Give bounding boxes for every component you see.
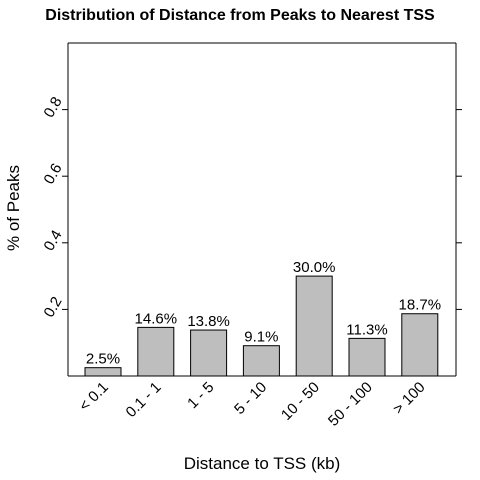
bar [295, 275, 333, 377]
chart-title: Distribution of Distance from Peaks to N… [45, 7, 435, 24]
x-tick-label: 10 - 50 [278, 379, 323, 424]
data-label: 9.1% [244, 329, 278, 346]
y-axis-label: % of Peaks [4, 165, 23, 251]
x-tick-label: 50 - 100 [325, 379, 376, 430]
x-tick-label: > 100 [390, 379, 429, 418]
x-tick-label: 1 - 5 [184, 379, 217, 412]
y-ticks: 0.2 0.4 0.6 0.8 [41, 94, 462, 320]
bar [84, 367, 122, 377]
y-tick-label: 0.8 [41, 94, 66, 121]
data-label: 18.7% [399, 297, 442, 314]
y-tick-label: 0.2 [41, 294, 66, 321]
x-axis-label: Distance to TSS (kb) [184, 454, 341, 473]
data-label: 14.6% [135, 310, 178, 327]
plot-frame [67, 42, 457, 377]
bar [190, 329, 228, 377]
y-tick-label: 0.6 [41, 161, 66, 188]
data-label: 2.5% [86, 351, 120, 368]
bar [348, 337, 386, 377]
bar [137, 326, 175, 377]
x-tick-label: 0.1 - 1 [123, 379, 165, 421]
bar [401, 313, 439, 377]
x-tick-labels: < 0.1 0.1 - 1 1 - 5 5 - 10 10 - 50 50 - 100 > … [76, 379, 429, 430]
data-label: 13.8% [187, 313, 230, 330]
data-label: 11.3% [346, 321, 387, 338]
bar [242, 345, 280, 377]
x-tick-label: < 0.1 [76, 379, 112, 415]
x-tick-label: 5 - 10 [231, 379, 270, 418]
data-label: 30.0% [293, 259, 336, 276]
y-tick-label: 0.4 [41, 227, 66, 254]
bars: 2.5% 14.6% 13.8% 9.1% 30.0% 11.3% 18.7% [84, 259, 442, 377]
